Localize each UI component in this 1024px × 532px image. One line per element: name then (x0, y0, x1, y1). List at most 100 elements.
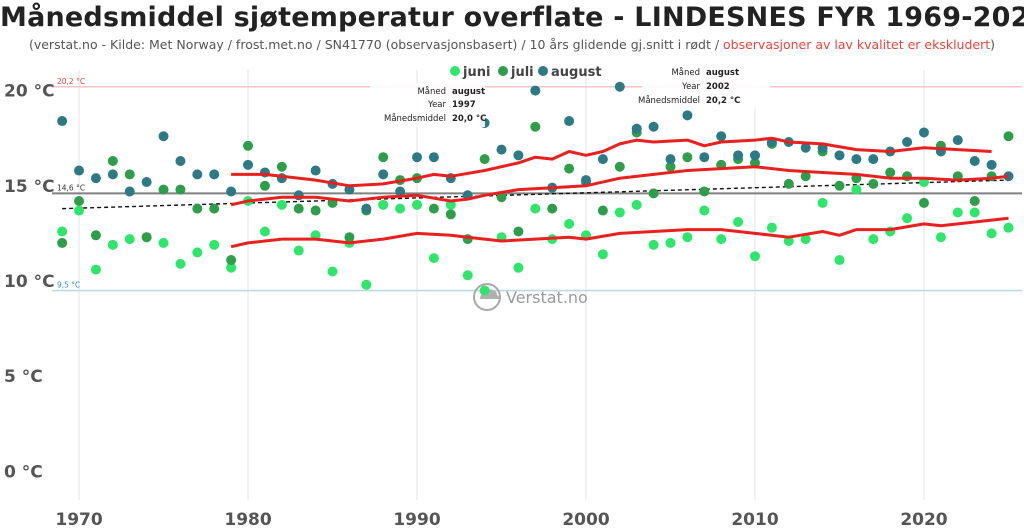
point-juni-2013 (800, 234, 811, 245)
point-juni-1978 (209, 239, 220, 250)
point-juni-1972 (107, 239, 118, 250)
point-juni-1981 (259, 226, 270, 237)
point-august-1971 (90, 173, 101, 184)
tooltip-1-value-0: august (706, 68, 739, 78)
legend: juni juli august (450, 65, 602, 80)
point-juni-1999 (564, 218, 575, 229)
point-juni-1979 (226, 262, 237, 273)
point-august-1991 (428, 152, 439, 163)
watermark-text: Verstat.no (506, 288, 588, 307)
point-juni-2014 (817, 197, 828, 208)
point-august-1999 (564, 116, 575, 127)
point-august-1983 (293, 190, 304, 201)
axis-layer: 1970 1980 1990 2000 2010 2020 0 °C 5 °C 10 °C 15 … (4, 82, 948, 530)
moving-average-layer (230, 136, 1009, 249)
point-juli-1980 (243, 140, 254, 151)
point-august-2023 (969, 156, 980, 167)
point-juli-2012 (783, 178, 794, 189)
point-juli-1981 (259, 180, 270, 191)
watermark: Verstat.no (473, 283, 588, 311)
point-august-2007 (699, 152, 710, 163)
point-juli-1991 (428, 203, 439, 214)
point-august-1979 (226, 186, 237, 197)
point-juni-2008 (716, 234, 727, 245)
point-juni-1969 (57, 226, 68, 237)
y-tick-label-5: 5 °C (4, 367, 43, 387)
point-juli-1970 (74, 196, 85, 207)
point-juli-1979 (226, 255, 237, 266)
grid-layer (78, 70, 925, 500)
point-juli-1994 (479, 154, 490, 165)
x-tick-label-1990: 1990 (393, 510, 440, 530)
point-juli-2005 (665, 161, 676, 172)
tooltip-0-key-2: Månedsmiddel (384, 113, 446, 124)
point-juni-1989 (395, 203, 406, 214)
point-august-1972 (107, 169, 118, 180)
watermark-cloud-icon (480, 289, 500, 299)
point-juni-1997 (530, 203, 541, 214)
trend-layer (62, 179, 1009, 210)
point-juni-2019 (902, 213, 913, 224)
chart-title: Månedsmiddel sjøtemperatur overflate - L… (0, 2, 1024, 33)
point-juni-2009 (733, 216, 744, 227)
x-tick-label-1970: 1970 (55, 510, 102, 530)
point-august-1984 (310, 165, 321, 176)
moving-average-august (231, 136, 992, 188)
point-august-1976 (175, 156, 186, 167)
point-juli-1973 (124, 169, 135, 180)
point-juni-2021 (935, 232, 946, 243)
tooltip-1-key-2: Månedsmiddel (638, 95, 700, 106)
point-august-1997 (530, 85, 541, 96)
subtitle-end: ) (990, 37, 996, 52)
point-august-1988 (378, 169, 389, 180)
chart-subtitle: (verstat.no - Kilde: Met Norway / frost.… (0, 37, 1024, 52)
point-august-2005 (665, 154, 676, 165)
legend-label-juni: juni (462, 65, 490, 80)
point-juli-2020 (918, 197, 929, 208)
tooltip-0-value-2: 20,0 °C (452, 114, 486, 124)
point-august-1989 (395, 186, 406, 197)
point-august-2016 (851, 154, 862, 165)
point-juni-1975 (158, 237, 169, 248)
point-juli-2002 (614, 161, 625, 172)
point-juni-2001 (597, 249, 608, 260)
point-juni-2002 (614, 207, 625, 218)
point-august-2000 (581, 175, 592, 186)
point-august-2006 (682, 110, 693, 121)
subtitle-warning: observasjoner av lav kvalitet er eksklud… (723, 37, 991, 52)
point-august-1995 (496, 144, 507, 155)
legend-marker-juli (498, 66, 508, 76)
point-juli-1996 (513, 226, 524, 237)
tooltip-0-value-0: august (452, 87, 485, 97)
point-august-1975 (158, 131, 169, 142)
point-juni-2016 (851, 184, 862, 195)
point-august-2004 (648, 121, 659, 132)
point-august-1969 (57, 116, 68, 127)
point-august-2002 (614, 81, 625, 92)
legend-label-juli: juli (510, 65, 534, 80)
point-juli-2006 (682, 152, 693, 163)
point-juli-1969 (57, 237, 68, 248)
point-juli-1977 (192, 203, 203, 214)
point-august-2024 (986, 159, 997, 170)
point-august-2003 (631, 123, 642, 134)
point-juli-1999 (564, 163, 575, 174)
point-juni-2010 (749, 251, 760, 262)
y-tick-label-20: 20 °C (4, 82, 55, 102)
point-juni-2022 (952, 207, 963, 218)
point-august-2013 (800, 142, 811, 153)
subtitle-main: (verstat.no - Kilde: Met Norway / frost.… (28, 37, 723, 52)
point-august-1987 (361, 203, 372, 214)
point-juni-1982 (276, 199, 287, 210)
point-august-1973 (124, 186, 135, 197)
point-juli-2001 (597, 205, 608, 216)
tooltip-0-value-1: 1997 (452, 100, 476, 110)
x-tick-label-2000: 2000 (562, 510, 609, 530)
tooltip-1-value-2: 20,2 °C (706, 96, 740, 106)
point-juni-2003 (631, 199, 642, 210)
point-juni-2025 (1003, 222, 1014, 233)
point-august-2017 (868, 154, 879, 165)
point-juli-1983 (293, 203, 304, 214)
point-juli-1972 (107, 156, 118, 167)
point-juli-2025 (1003, 131, 1014, 142)
